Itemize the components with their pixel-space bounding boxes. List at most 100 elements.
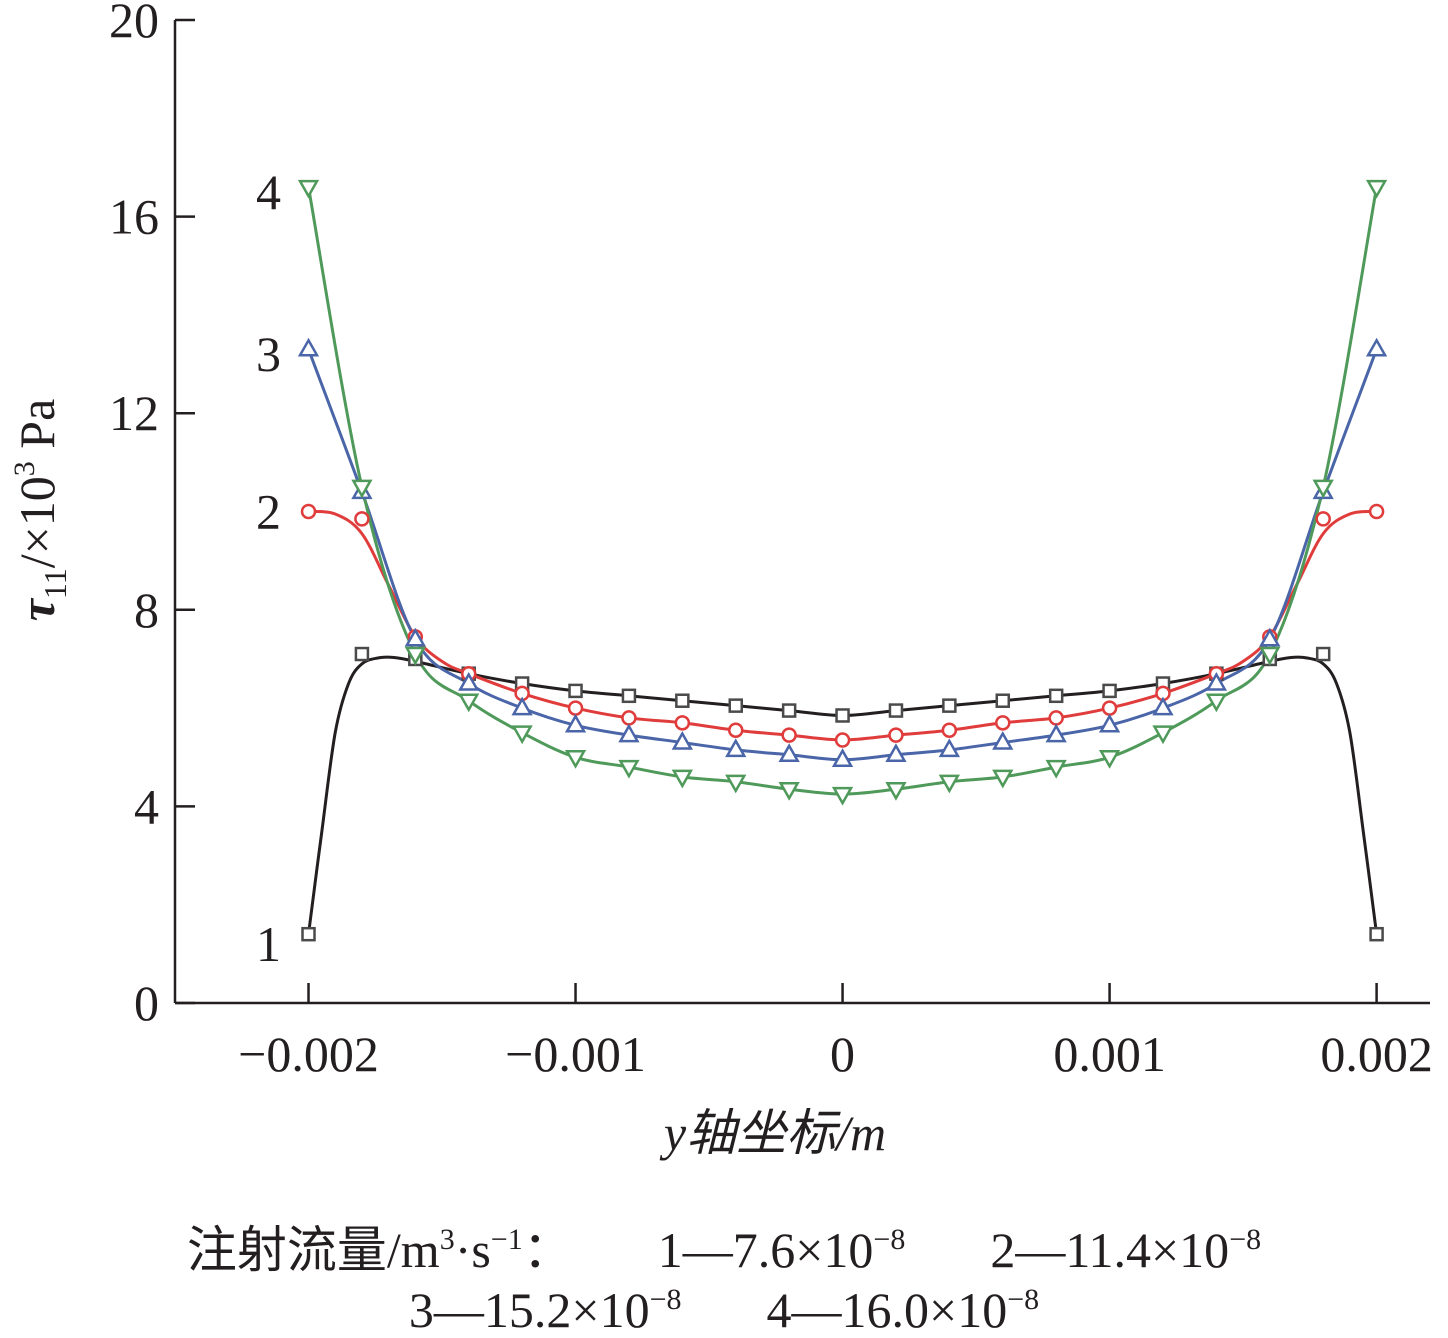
series-4-point <box>1205 693 1228 713</box>
series-3-point <box>297 337 320 357</box>
curve-label-3: 3 <box>256 326 281 382</box>
x-axis-title-text: y轴坐标/m <box>659 1105 886 1161</box>
y-tick-label: 4 <box>134 778 159 834</box>
series-2-point <box>1048 710 1064 726</box>
legend-entry-3: 3—15.2×10−8 <box>408 1281 682 1338</box>
legend-entry-1: 1—7.6×10−8 <box>657 1221 906 1278</box>
series-1-point <box>728 698 743 713</box>
series-4-point <box>1098 750 1121 769</box>
series-4-point <box>1312 479 1334 499</box>
series-4-point <box>778 781 800 801</box>
series-2-point <box>834 732 851 748</box>
series-4-point <box>564 750 587 769</box>
y-axis-unit: Pa <box>9 399 65 462</box>
series-3-point <box>458 671 480 691</box>
series-4-point <box>1259 646 1281 666</box>
series-2-point <box>1315 511 1331 527</box>
series-markers <box>297 179 1388 942</box>
series-3-point <box>1205 671 1228 691</box>
series-3-point <box>938 738 961 758</box>
series-3-point <box>778 743 800 763</box>
series-3-point <box>1098 713 1121 733</box>
series-1-point <box>995 693 1011 708</box>
series-4-point <box>831 786 854 806</box>
series-4-point <box>458 693 480 713</box>
series-3-point <box>404 627 426 647</box>
x-tick-label: 0.002 <box>1320 1026 1433 1082</box>
curve-label-2: 2 <box>256 484 281 540</box>
series-4-point <box>992 769 1014 789</box>
series-curves <box>307 186 1379 935</box>
series-3-point <box>831 748 854 767</box>
series-2-point <box>674 715 691 731</box>
y-axis-symbol: τ <box>9 597 65 621</box>
curve-labels: 1 2 3 4 <box>256 164 281 972</box>
series-3-point <box>992 730 1014 750</box>
series-4-point <box>671 769 693 789</box>
series-2-point <box>727 722 744 738</box>
x-tick-label: −0.001 <box>505 1026 646 1082</box>
y-axis-title: τ11/×103 Pa <box>8 399 73 622</box>
series-2-point <box>354 511 370 527</box>
series-4-point <box>511 725 533 745</box>
series-2-point <box>621 710 637 726</box>
series-1-point <box>1102 683 1117 699</box>
series-2-point <box>300 503 317 520</box>
series-4-point <box>1365 179 1388 199</box>
series-1-point <box>354 646 370 662</box>
series-4-point <box>885 781 907 801</box>
series-3-point <box>618 723 640 743</box>
y-tick-label: 8 <box>134 582 159 638</box>
y-tick-label: 12 <box>109 385 159 441</box>
series-3-point <box>1045 723 1067 743</box>
x-tick-label: 0 <box>830 1026 855 1082</box>
series-3-point <box>885 743 907 763</box>
series-4-point <box>351 479 373 499</box>
series-1-point <box>888 703 904 718</box>
x-tick-label: 0.001 <box>1053 1026 1166 1082</box>
y-tick-label: 20 <box>109 0 159 48</box>
series-1-point <box>835 708 850 723</box>
curve-label-4: 4 <box>256 164 281 220</box>
series-1-point <box>1315 646 1331 662</box>
legend-title: 注射流量/m3·s−1： <box>186 1221 573 1278</box>
series-4-point <box>938 774 961 794</box>
series-3-point <box>671 730 693 750</box>
series-2-point <box>941 722 958 738</box>
series-1-point <box>942 698 957 713</box>
series-1-point <box>301 926 316 942</box>
series-1-point <box>781 703 797 718</box>
y-tick-label: 16 <box>109 189 159 245</box>
series-2-point <box>567 700 584 716</box>
series-1-point <box>1369 926 1384 942</box>
series-2-point <box>995 715 1011 731</box>
curve-label-1: 1 <box>256 916 281 972</box>
legend-line-1: 注射流量/m3·s−1： 1—7.6×10−8 2—11.4×10−8 <box>0 1212 1448 1278</box>
series-3-point <box>1259 627 1281 647</box>
series-4-point <box>404 646 426 666</box>
legend-entry-4: 4—16.0×10−8 <box>766 1281 1040 1338</box>
series-2-point <box>1368 503 1385 520</box>
series-4-point <box>1152 725 1174 745</box>
series-3-point <box>1365 337 1388 357</box>
series-1-point <box>621 688 637 704</box>
series-3-point <box>511 696 533 716</box>
series-2-point <box>888 727 904 743</box>
y-axis-exponent: 3 <box>8 461 41 476</box>
x-axis-title: y轴坐标/m <box>659 1105 886 1161</box>
y-tick-label: 0 <box>134 975 159 1031</box>
y-axis-unit-prefix: /×10 <box>9 476 65 568</box>
series-1-point <box>568 683 583 699</box>
series-3-point <box>725 738 747 758</box>
legend-entry-2: 2—11.4×10−8 <box>990 1221 1262 1278</box>
series-3-point <box>564 713 587 733</box>
series-4-point <box>297 179 320 199</box>
series-2-point <box>781 727 797 743</box>
series-2-point <box>1101 700 1118 716</box>
legend-line-2: 3—15.2×10−8 4—16.0×10−8 <box>0 1272 1448 1338</box>
series-3-point <box>1152 696 1174 716</box>
series-1-point <box>675 693 690 708</box>
x-tick-label: −0.002 <box>238 1026 379 1082</box>
